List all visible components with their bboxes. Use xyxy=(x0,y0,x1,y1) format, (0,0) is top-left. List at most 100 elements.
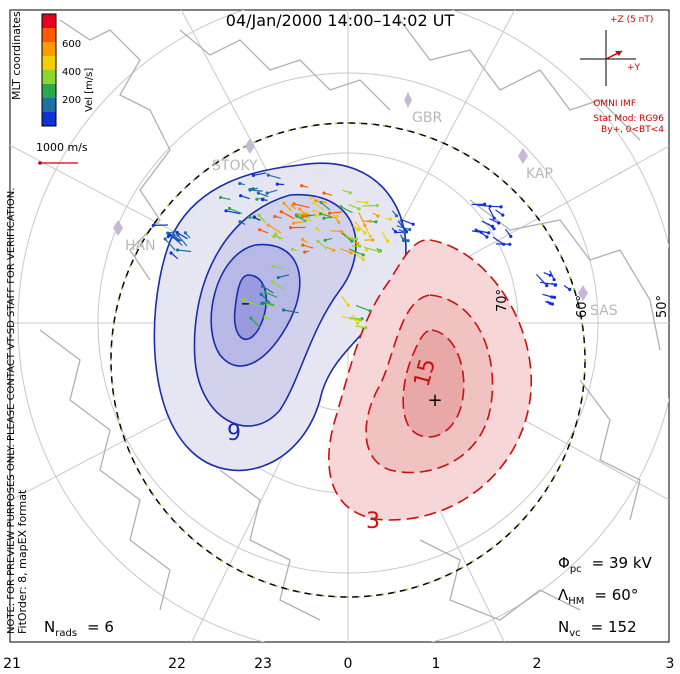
svg-text:Nrads= 6: Nrads = 6 xyxy=(44,618,114,639)
velocity-vector xyxy=(313,210,324,214)
velocity-vector xyxy=(340,206,353,214)
velocity-vector xyxy=(471,230,482,233)
colorbar-segment xyxy=(42,42,56,57)
velocity-vector xyxy=(477,204,491,207)
velocity-vector xyxy=(549,270,555,280)
dusk-cell xyxy=(153,162,407,472)
velocity-vector xyxy=(167,230,178,234)
station-label-sas: SAS xyxy=(590,303,618,319)
velocity-vector xyxy=(265,292,278,298)
velocity-vector xyxy=(372,212,379,217)
velocity-vector xyxy=(172,234,182,242)
velocity-vector xyxy=(505,228,512,237)
velocity-vector xyxy=(267,224,282,234)
colorbar-segment xyxy=(42,14,56,29)
imf-condition: By+, 0<BT<4 xyxy=(601,125,664,135)
velocity-vector xyxy=(385,217,391,220)
velocity-vector xyxy=(400,218,414,225)
velocity-vector xyxy=(391,210,397,217)
velocity-vector xyxy=(272,265,283,269)
preview-note: NOTE: FOR PREVIEW PURPOSES ONLY. PLEASE … xyxy=(6,188,17,634)
imf-source: OMNI IMF xyxy=(593,99,636,109)
colorbar-segment xyxy=(42,84,56,99)
velocity-vector xyxy=(283,202,292,212)
velocity-vector xyxy=(268,174,281,179)
velocity-vector xyxy=(304,250,310,253)
velocity-vector xyxy=(364,246,380,253)
velocity-vector xyxy=(355,325,366,329)
colorbar-tick-200: 200 xyxy=(62,95,81,106)
velocity-vector xyxy=(550,295,555,298)
station-label-kap: KAP xyxy=(526,166,553,182)
contour-label-dusk: 9 xyxy=(227,421,241,446)
velocity-vector xyxy=(292,248,298,252)
velocity-colorbar xyxy=(41,13,57,127)
fit-order-note: FitOrder: 8, mapEX format xyxy=(16,489,29,634)
station-label-han: HAN xyxy=(125,238,156,254)
dawn-maximum-marker: + xyxy=(427,390,442,411)
velocity-vector xyxy=(264,316,271,320)
velocity-vector xyxy=(398,229,405,233)
velocity-vector xyxy=(551,282,556,286)
velocity-vector xyxy=(250,317,261,328)
svg-text:Nvc= 152: Nvc = 152 xyxy=(558,618,637,639)
velocity-vector xyxy=(258,214,266,223)
velocity-vector xyxy=(329,211,342,214)
velocity-vector xyxy=(302,213,311,218)
velocity-vector xyxy=(364,225,371,237)
velocity-vector xyxy=(355,305,371,312)
imf-y-label: +Y xyxy=(627,63,641,73)
velocity-vector xyxy=(176,232,188,240)
velocity-vector xyxy=(323,192,333,196)
velocity-vector xyxy=(253,216,261,221)
velocity-vector xyxy=(352,225,359,231)
imf-dial xyxy=(580,30,636,86)
colorbar-frame xyxy=(41,13,57,127)
mlt-label-21: 21 xyxy=(3,656,21,672)
velocity-vector xyxy=(381,231,389,242)
velocity-vector xyxy=(291,205,297,210)
velocity-vector xyxy=(341,295,349,306)
colorbar-segment xyxy=(42,28,56,43)
colorbar-segment xyxy=(42,98,56,113)
velocity-vector xyxy=(240,195,250,200)
station-marker-han xyxy=(113,220,123,236)
velocity-vector xyxy=(177,234,188,247)
velocity-vector xyxy=(342,189,351,194)
svg-text:Φpc= 39 kV: Φpc = 39 kV xyxy=(558,554,653,575)
mlt-label-1: 1 xyxy=(432,656,441,672)
velocity-vector xyxy=(239,221,246,226)
station-label-stoky: STOKY xyxy=(212,158,258,174)
velocity-vector xyxy=(320,213,332,218)
vector-origin xyxy=(335,214,339,218)
velocity-vector xyxy=(348,203,360,210)
velocity-vectors xyxy=(151,172,572,330)
velocity-vector xyxy=(317,240,328,250)
velocity-vector xyxy=(326,246,334,251)
mlt-label-23: 23 xyxy=(254,656,272,672)
stat-n-vc: Nvc = 152 xyxy=(558,618,637,639)
velocity-vector xyxy=(353,317,360,321)
mlt-label-22: 22 xyxy=(168,656,186,672)
colorbar-segment xyxy=(42,56,56,71)
velocity-vector xyxy=(249,189,263,192)
velocity-vector xyxy=(170,252,179,260)
velocity-vector xyxy=(356,200,368,204)
mlt-label-2: 2 xyxy=(533,656,542,672)
station-marker-sas xyxy=(578,285,588,301)
velocity-vector xyxy=(164,238,176,251)
station-marker-kap xyxy=(518,148,528,164)
velocity-vector xyxy=(340,247,352,254)
velocity-vector xyxy=(229,207,243,215)
velocity-vector xyxy=(348,248,364,256)
velocity-vector xyxy=(293,203,310,209)
velocity-vector xyxy=(266,302,275,306)
velocity-vector xyxy=(330,230,342,233)
coordinates-label: MLT coordinates xyxy=(10,11,23,100)
mlt-label-3: 3 xyxy=(666,656,675,672)
velocity-vector xyxy=(563,285,571,290)
station-markers xyxy=(113,92,588,301)
station-label-gbr: GBR xyxy=(412,110,442,126)
velocity-vector xyxy=(184,232,191,239)
velocity-vector xyxy=(262,285,274,294)
